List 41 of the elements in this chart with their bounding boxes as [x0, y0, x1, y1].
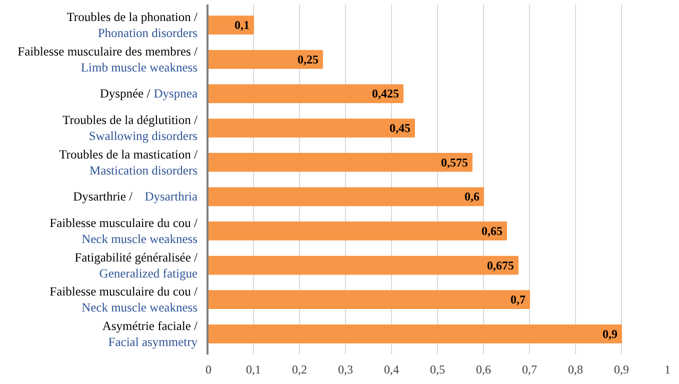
data-label: 0,9 — [602, 326, 618, 341]
y-tick-label: Dyspnée / Dyspnea — [100, 86, 198, 101]
x-tick-label: 1 — [664, 362, 670, 376]
bar — [208, 152, 472, 172]
x-tick-label: 0,5 — [430, 362, 445, 376]
y-tick-label: Troubles de la phonation / Phonation disorders — [66, 10, 198, 40]
x-tick-label: 0,2 — [292, 362, 307, 376]
x-tick-label: 0,3 — [338, 362, 353, 376]
y-tick-label: Faiblesse musculaire du cou / Neck muscle weakness — [50, 284, 198, 315]
x-tick-label: 0,6 — [476, 362, 491, 376]
x-tick-label: 0 — [206, 362, 212, 376]
y-tick-label: Fatigabilité généralisée / Generalized fatigue — [74, 250, 198, 280]
data-label: 0,45 — [390, 121, 410, 136]
data-label: 0,6 — [464, 190, 480, 204]
y-tick-label: Troubles de la mastication / Mastication disorders — [59, 147, 198, 178]
data-label: 0,25 — [298, 52, 318, 66]
bar — [208, 222, 507, 240]
y-tick-label: Troubles de la déglutition / Swallowing disorders — [62, 113, 198, 144]
data-label: 0,65 — [482, 224, 502, 238]
bar — [208, 324, 622, 344]
x-tick-label: 0,4 — [384, 362, 399, 376]
x-tick-label: 0,8 — [568, 362, 583, 376]
bar — [208, 187, 484, 206]
bar — [208, 290, 530, 310]
y-tick-label: Asymétrie faciale / Facial asymmetry — [102, 318, 198, 349]
y-tick-label: Faiblesse musculaire des membres / Limb muscle weakness — [18, 44, 198, 74]
bar — [208, 50, 323, 69]
bar — [208, 16, 254, 35]
bar — [208, 118, 415, 138]
x-tick-label: 0,7 — [522, 362, 537, 376]
x-tick-label: 0,9 — [614, 362, 629, 376]
bar — [208, 256, 518, 275]
bar — [208, 84, 404, 104]
data-label: 0,425 — [372, 86, 399, 101]
data-label: 0,675 — [487, 258, 514, 272]
data-label: 0,1 — [234, 18, 250, 32]
y-tick-label: Faiblesse musculaire du cou / Neck muscle weakness — [50, 216, 198, 246]
data-label: 0,7 — [510, 292, 526, 307]
x-tick-label: 0,1 — [246, 362, 261, 376]
y-tick-label: Dysarthrie / Dysarthria — [73, 190, 198, 204]
data-label: 0,575 — [441, 155, 468, 170]
